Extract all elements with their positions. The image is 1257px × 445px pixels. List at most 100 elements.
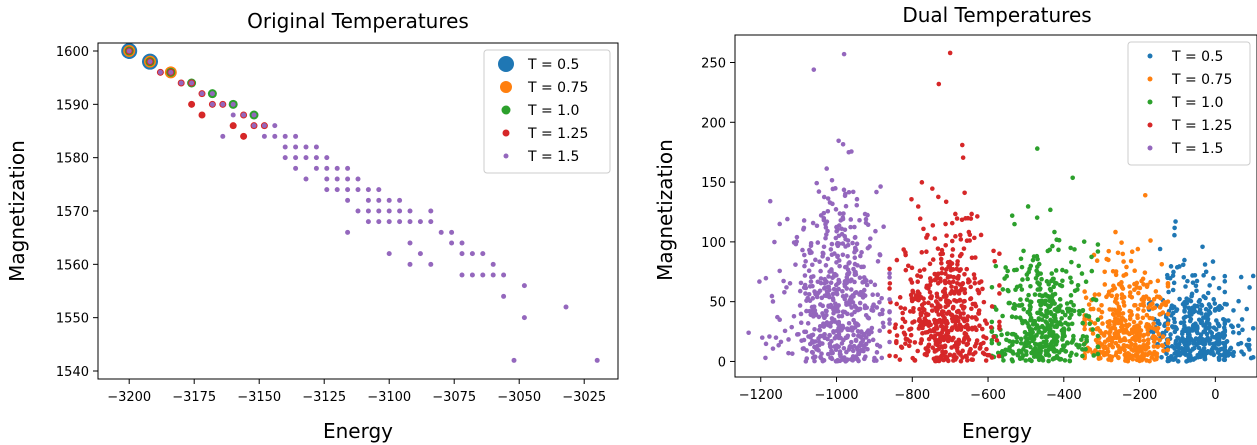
data-point (908, 332, 914, 338)
data-point (1057, 297, 1063, 302)
data-point (938, 279, 943, 284)
data-point (832, 271, 838, 277)
data-point (386, 197, 392, 203)
data-point (1177, 296, 1182, 302)
data-point (954, 281, 960, 286)
data-point (1170, 305, 1175, 311)
data-point (1109, 339, 1115, 344)
data-point (897, 357, 903, 362)
data-point (220, 101, 226, 107)
data-point (864, 282, 870, 288)
data-point (1069, 307, 1074, 313)
data-point (809, 304, 815, 310)
data-point (786, 350, 791, 356)
data-point (1214, 318, 1219, 323)
data-point (1014, 335, 1020, 340)
data-point (870, 292, 875, 298)
data-point (1030, 257, 1036, 263)
data-point (188, 100, 196, 108)
data-point (983, 358, 989, 363)
data-point (1014, 339, 1020, 345)
data-point (800, 346, 806, 351)
data-point (778, 339, 784, 345)
data-point (906, 343, 912, 349)
data-point (996, 341, 1002, 346)
legend-entry: T = 1.0 (1171, 95, 1223, 111)
data-point (407, 240, 413, 246)
data-point (1039, 334, 1045, 340)
data-point (1187, 318, 1193, 324)
data-point (1123, 272, 1129, 277)
data-point (911, 305, 916, 311)
data-point (797, 288, 803, 294)
data-point (842, 309, 848, 315)
data-point (903, 250, 908, 255)
data-point (829, 316, 835, 321)
data-point (1246, 342, 1252, 348)
y-tick-label: 50 (709, 296, 726, 311)
data-point (1221, 357, 1227, 363)
data-point (1165, 340, 1171, 345)
data-point (1080, 308, 1085, 314)
data-point (251, 123, 257, 129)
data-point (1136, 290, 1141, 296)
data-point (1059, 347, 1064, 353)
data-point (797, 303, 803, 308)
data-point (899, 345, 905, 350)
x-tick-label: −3200 (107, 390, 151, 405)
data-point (1019, 287, 1025, 292)
data-point (805, 321, 811, 326)
data-point (877, 252, 883, 257)
data-point (812, 326, 817, 332)
data-point (1052, 301, 1057, 306)
data-point (1137, 331, 1143, 337)
data-point (1191, 341, 1196, 346)
data-point (313, 155, 319, 161)
data-point (953, 289, 959, 294)
scatter-points (121, 43, 600, 363)
data-point (1064, 340, 1070, 345)
x-tick-label: −3050 (497, 390, 541, 405)
data-point (1210, 345, 1216, 351)
data-point (842, 264, 848, 270)
data-point (1123, 327, 1129, 333)
data-point (1168, 332, 1173, 337)
data-point (917, 268, 923, 274)
data-point (825, 256, 831, 262)
data-point (1063, 269, 1069, 274)
data-point (958, 352, 963, 357)
data-point (1050, 292, 1056, 297)
data-point (955, 348, 960, 354)
data-point (818, 268, 823, 274)
legend-marker (503, 153, 509, 159)
data-point (840, 289, 845, 294)
data-point (949, 284, 954, 289)
data-point (887, 339, 892, 345)
data-point (979, 326, 985, 332)
data-point (887, 286, 892, 291)
data-point (1089, 268, 1095, 274)
data-point (1028, 299, 1033, 304)
y-tick-label: 1590 (56, 98, 89, 113)
data-point (1183, 349, 1188, 354)
data-point (928, 279, 933, 284)
data-point (1175, 359, 1181, 364)
data-point (924, 235, 929, 240)
data-point (915, 279, 921, 285)
data-point (915, 348, 921, 354)
data-point (949, 326, 955, 331)
data-point (916, 326, 922, 331)
data-point (397, 219, 403, 225)
data-point (1213, 327, 1219, 332)
data-point (854, 305, 859, 311)
data-point (825, 196, 831, 201)
data-point (860, 295, 866, 300)
data-point (1089, 254, 1094, 260)
data-point (798, 280, 804, 286)
data-point (1222, 321, 1228, 327)
data-point (835, 321, 841, 326)
data-point (857, 306, 863, 312)
data-point (972, 343, 978, 349)
data-point (812, 308, 818, 313)
data-point (866, 338, 872, 344)
